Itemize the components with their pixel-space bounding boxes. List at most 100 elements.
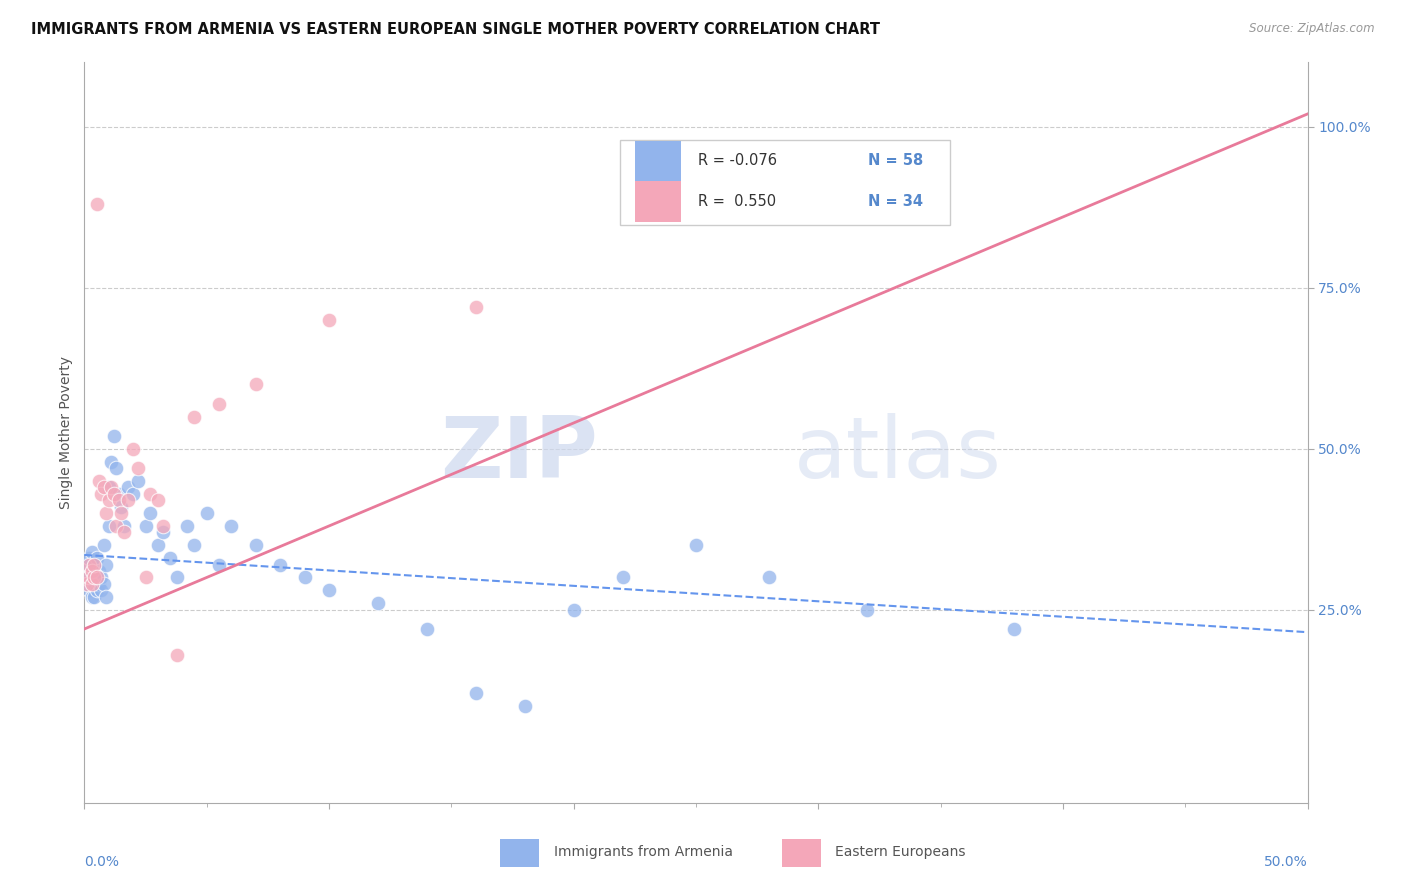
Point <box>562 602 585 616</box>
Point <box>93 480 115 494</box>
Point <box>122 487 145 501</box>
Point <box>87 564 110 578</box>
Point <box>269 558 291 572</box>
Point <box>97 480 120 494</box>
Point <box>105 461 128 475</box>
Point <box>294 570 316 584</box>
Text: 0.0%: 0.0% <box>84 855 120 869</box>
Point <box>208 397 231 411</box>
Point <box>110 500 132 514</box>
Point <box>100 454 122 468</box>
Point <box>208 558 231 572</box>
Point <box>139 487 162 501</box>
Point <box>96 506 118 520</box>
Point <box>513 699 536 714</box>
Text: R =  0.550: R = 0.550 <box>699 194 776 209</box>
Point <box>219 519 242 533</box>
Point <box>76 558 98 572</box>
Point <box>183 409 205 424</box>
Point <box>416 622 439 636</box>
Point <box>107 493 129 508</box>
FancyBboxPatch shape <box>636 141 682 181</box>
Point <box>83 577 105 591</box>
Point <box>112 525 135 540</box>
Point <box>87 577 110 591</box>
Point <box>117 493 139 508</box>
Point <box>105 519 128 533</box>
Point <box>139 506 162 520</box>
Point <box>93 577 115 591</box>
Point <box>107 487 129 501</box>
Point <box>86 197 108 211</box>
Text: 50.0%: 50.0% <box>1264 855 1308 869</box>
Point <box>195 506 218 520</box>
Text: ZIP: ZIP <box>440 413 598 496</box>
Point <box>77 570 100 584</box>
Point <box>77 583 100 598</box>
Point <box>122 442 145 456</box>
Point <box>80 564 103 578</box>
Text: Source: ZipAtlas.com: Source: ZipAtlas.com <box>1250 22 1375 36</box>
Point <box>318 583 340 598</box>
Point <box>90 570 112 584</box>
Point <box>146 493 169 508</box>
Point <box>758 570 780 584</box>
Point <box>80 577 103 591</box>
Point <box>77 551 100 566</box>
Point <box>856 602 879 616</box>
Point <box>76 577 98 591</box>
Point <box>93 538 115 552</box>
Point <box>464 300 486 314</box>
Point <box>100 480 122 494</box>
Point <box>183 538 205 552</box>
Point <box>97 493 120 508</box>
Point <box>245 377 267 392</box>
FancyBboxPatch shape <box>620 140 950 226</box>
Point <box>86 570 108 584</box>
Point <box>135 519 157 533</box>
Point <box>83 590 105 604</box>
Point <box>318 313 340 327</box>
Point <box>127 474 149 488</box>
Point <box>110 506 132 520</box>
Text: Eastern Europeans: Eastern Europeans <box>835 845 966 859</box>
Point <box>146 538 169 552</box>
Point <box>86 551 108 566</box>
Point <box>176 519 198 533</box>
Y-axis label: Single Mother Poverty: Single Mother Poverty <box>59 356 73 509</box>
Point <box>685 538 707 552</box>
FancyBboxPatch shape <box>501 839 540 867</box>
Point <box>1002 622 1025 636</box>
Text: Immigrants from Armenia: Immigrants from Armenia <box>554 845 733 859</box>
Point <box>80 564 103 578</box>
FancyBboxPatch shape <box>636 181 682 222</box>
Point <box>152 519 174 533</box>
Point <box>80 590 103 604</box>
Point <box>86 583 108 598</box>
Point <box>159 551 181 566</box>
Point <box>96 558 118 572</box>
Point <box>166 648 188 662</box>
Text: N = 34: N = 34 <box>868 194 922 209</box>
Point <box>86 570 108 584</box>
Text: R = -0.076: R = -0.076 <box>699 153 778 169</box>
Text: IMMIGRANTS FROM ARMENIA VS EASTERN EUROPEAN SINGLE MOTHER POVERTY CORRELATION CH: IMMIGRANTS FROM ARMENIA VS EASTERN EUROP… <box>31 22 880 37</box>
Text: N = 58: N = 58 <box>868 153 922 169</box>
FancyBboxPatch shape <box>782 839 821 867</box>
Point <box>612 570 634 584</box>
Point <box>77 570 100 584</box>
Point <box>87 474 110 488</box>
Text: atlas: atlas <box>794 413 1002 496</box>
Point <box>367 596 389 610</box>
Point <box>96 590 118 604</box>
Point <box>464 686 486 700</box>
Point <box>112 519 135 533</box>
Point <box>90 583 112 598</box>
Point <box>166 570 188 584</box>
Point <box>152 525 174 540</box>
Point <box>97 519 120 533</box>
Point <box>127 461 149 475</box>
Point <box>117 480 139 494</box>
Point <box>76 577 98 591</box>
Point <box>135 570 157 584</box>
